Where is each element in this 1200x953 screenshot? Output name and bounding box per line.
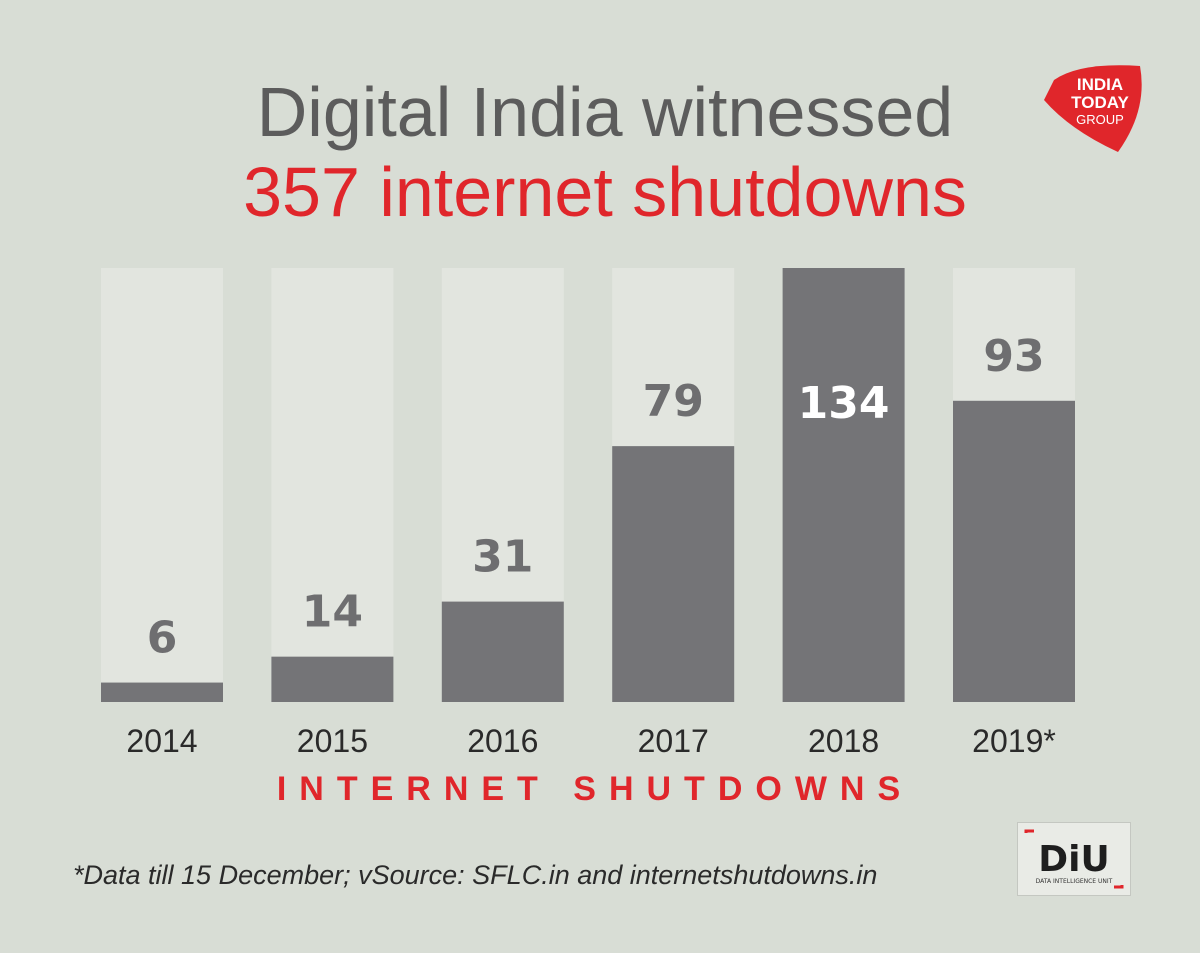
x-tick-2014: 2014 — [126, 723, 197, 759]
india-today-logo-line3: GROUP — [1076, 112, 1124, 127]
bar-track-2015 — [271, 268, 394, 702]
footnote: *Data till 15 December; vSource: SFLC.in… — [73, 860, 878, 890]
x-tick-2015: 2015 — [297, 723, 368, 759]
data-label-2018: 134 — [798, 378, 890, 429]
x-tick-2019*: 2019* — [972, 723, 1056, 759]
diu-logo: DiU DATA INTELLIGENCE UNIT — [1017, 822, 1131, 896]
bar-track-2014 — [101, 268, 223, 702]
data-label-2019*: 93 — [983, 331, 1044, 382]
bar-2016 — [441, 601, 564, 702]
bar-2015 — [271, 656, 394, 702]
bar-2014 — [101, 682, 223, 702]
x-tick-2018: 2018 — [808, 723, 879, 759]
chart-title-line2: 357 internet shutdowns — [243, 153, 967, 231]
data-label-2015: 14 — [302, 587, 363, 638]
data-label-2014: 6 — [147, 613, 178, 664]
x-axis-title: INTERNET SHUTDOWNS — [276, 770, 914, 808]
india-today-logo-line1: INDIA — [1077, 75, 1123, 94]
india-today-logo: INDIA TODAY GROUP — [1044, 65, 1142, 152]
x-tick-2016: 2016 — [467, 723, 538, 759]
data-label-2017: 79 — [643, 376, 704, 427]
chart-title-line1: Digital India witnessed — [256, 73, 954, 151]
india-today-logo-line2: TODAY — [1071, 93, 1129, 112]
diu-logo-name: DiU — [1038, 839, 1109, 880]
bar-2017 — [612, 446, 735, 702]
bar-2018 — [782, 268, 905, 702]
bar-2019* — [953, 400, 1075, 702]
data-label-2016: 31 — [472, 532, 533, 583]
diu-logo-tagline: DATA INTELLIGENCE UNIT — [1036, 878, 1113, 885]
x-tick-2017: 2017 — [638, 723, 709, 759]
